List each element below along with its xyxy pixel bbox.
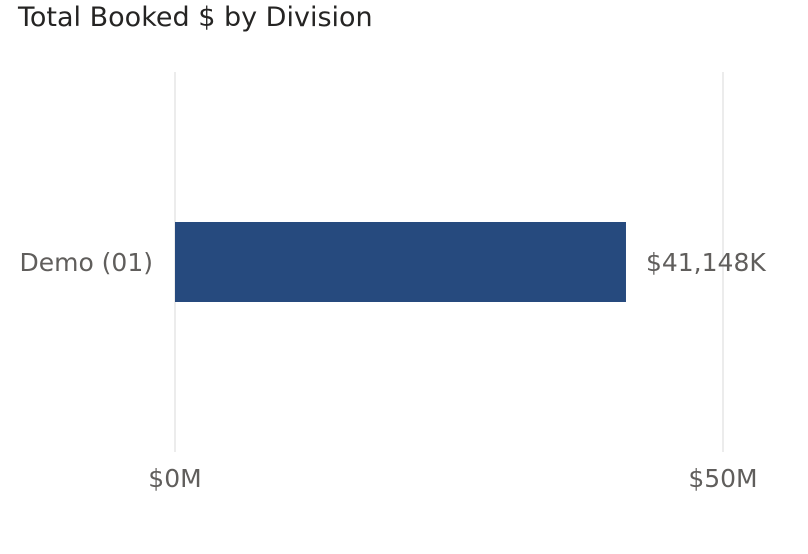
chart-title: Total Booked $ by Division — [18, 2, 373, 33]
x-tick-label: $50M — [688, 464, 757, 493]
data-label: $41,148K — [646, 248, 766, 277]
x-tick-label: $0M — [148, 464, 201, 493]
bar[interactable] — [175, 222, 626, 302]
category-label: Demo (01) — [19, 248, 153, 277]
